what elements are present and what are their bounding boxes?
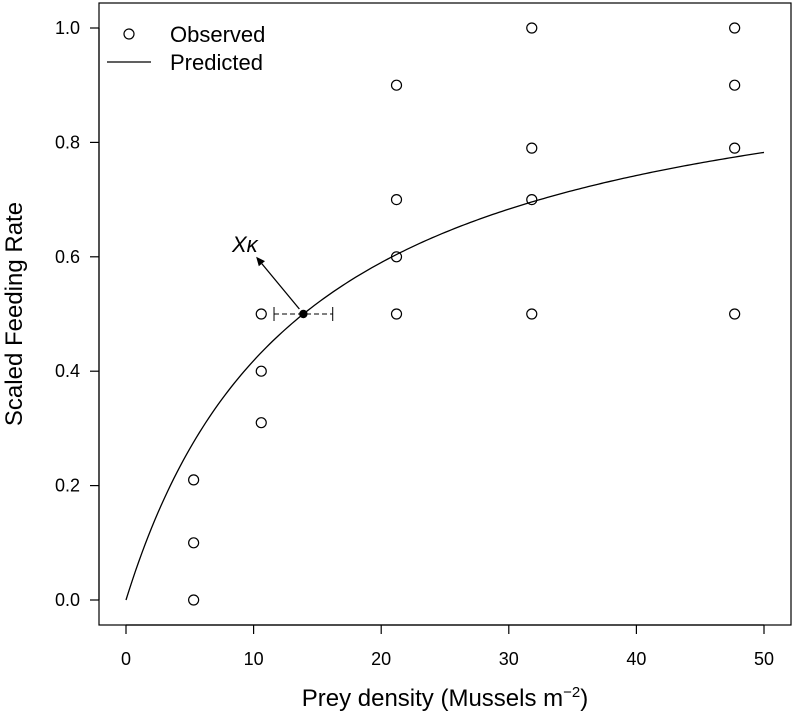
x-tick-label: 50: [754, 649, 774, 669]
y-tick-label: 1.0: [55, 18, 80, 38]
observed-point: [729, 308, 741, 320]
legend-label-predicted: Predicted: [170, 50, 263, 75]
observed-point: [255, 308, 267, 320]
observed-point: [526, 22, 538, 34]
y-axis: 0.0 0.2 0.4 0.6 0.8 1.0: [55, 18, 100, 610]
observed-point: [188, 537, 200, 549]
observed-point: [390, 251, 403, 263]
xk-arrowhead: [256, 256, 265, 267]
xk-point: [299, 309, 308, 319]
observed-point: [729, 79, 741, 91]
observed-point: [390, 194, 403, 206]
observed-points: [188, 22, 741, 606]
legend-label-observed: Observed: [170, 22, 265, 47]
y-tick-label: 0.8: [55, 132, 80, 152]
x-tick-label: 30: [499, 649, 519, 669]
y-tick-label: 0.2: [55, 476, 80, 496]
x-axis-label-close: ): [580, 685, 588, 712]
observed-point: [526, 308, 538, 320]
x-axis-label-main: Prey density (Mussels m: [302, 685, 563, 712]
x-axis: 0 10 20 30 40 50: [121, 624, 774, 669]
observed-point: [729, 22, 741, 34]
xk-label: Xκ: [231, 232, 259, 257]
x-tick-label: 20: [371, 649, 391, 669]
x-axis-label-exponent: −2: [563, 684, 580, 701]
observed-point: [526, 142, 538, 154]
x-tick-label: 10: [244, 649, 264, 669]
observed-point: [188, 594, 200, 606]
plot-frame: [98, 2, 792, 626]
legend-marker-observed: [123, 28, 135, 40]
observed-point: [188, 474, 200, 486]
observed-point: [255, 365, 267, 377]
xk-annotation: Xκ: [231, 232, 334, 321]
y-tick-label: 0.6: [55, 247, 80, 267]
xk-arrow: [261, 263, 300, 310]
observed-point: [390, 79, 403, 91]
y-tick-label: 0.0: [55, 590, 80, 610]
observed-point: [526, 194, 538, 206]
x-tick-label: 0: [121, 649, 131, 669]
observed-point: [390, 308, 403, 320]
x-tick-label: 40: [626, 649, 646, 669]
observed-point: [255, 417, 267, 429]
legend: Observed Predicted: [107, 22, 265, 75]
x-axis-label: Prey density (Mussels m−2): [302, 684, 589, 712]
y-tick-label: 0.4: [55, 361, 80, 381]
y-axis-label: Scaled Feeding Rate: [1, 202, 28, 426]
predicted-curve: [125, 151, 765, 601]
observed-point: [729, 142, 741, 154]
